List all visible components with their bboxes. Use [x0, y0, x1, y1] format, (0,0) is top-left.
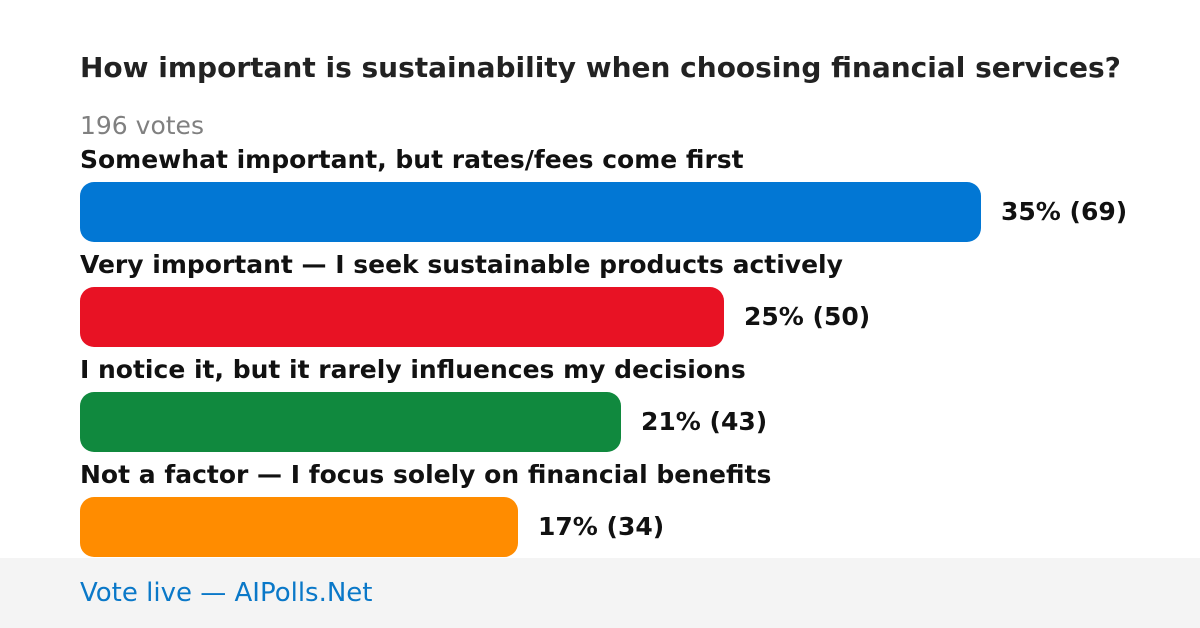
poll-option: Not a factor — I focus solely on financi…	[80, 460, 1180, 565]
footer: Vote live — AIPolls.Net	[0, 558, 1200, 628]
result-bar	[80, 182, 981, 242]
result-value: 35% (69)	[1001, 197, 1128, 226]
option-label: I notice it, but it rarely influences my…	[80, 355, 746, 384]
option-label: Not a factor — I focus solely on financi…	[80, 460, 772, 489]
poll-title: How important is sustainability when cho…	[80, 51, 1121, 84]
result-value: 25% (50)	[744, 302, 871, 331]
poll-option: I notice it, but it rarely influences my…	[80, 355, 1180, 460]
result-bar	[80, 392, 621, 452]
result-bar	[80, 287, 724, 347]
poll-option: Somewhat important, but rates/fees come …	[80, 145, 1180, 250]
vote-count: 196 votes	[80, 111, 204, 140]
option-label: Very important — I seek sustainable prod…	[80, 250, 843, 279]
option-label: Somewhat important, but rates/fees come …	[80, 145, 744, 174]
result-bar	[80, 497, 518, 557]
poll-option: Very important — I seek sustainable prod…	[80, 250, 1180, 355]
result-value: 17% (34)	[538, 512, 665, 541]
result-value: 21% (43)	[641, 407, 768, 436]
vote-live-link[interactable]: Vote live — AIPolls.Net	[80, 578, 373, 608]
